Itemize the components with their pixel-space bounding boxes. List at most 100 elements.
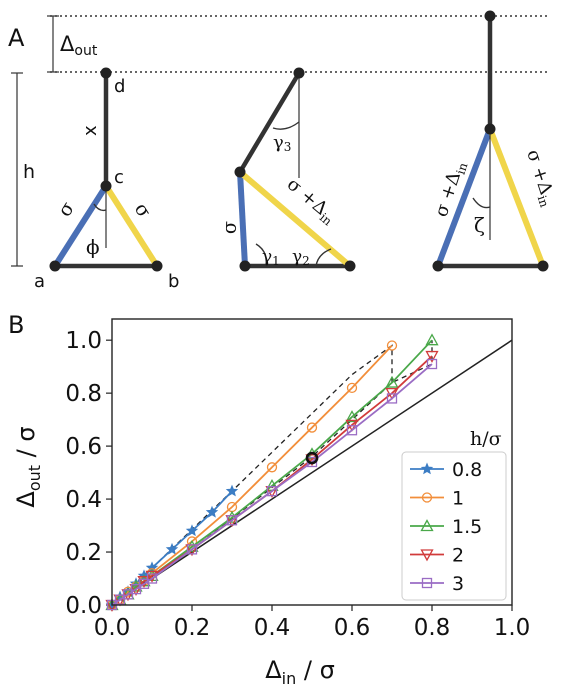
y-tick-label: 1.0 bbox=[65, 328, 102, 354]
node-a-label: a bbox=[34, 271, 45, 292]
blue-link bbox=[237, 171, 248, 267]
data-point-star bbox=[205, 505, 219, 518]
x-tick-label: 0.2 bbox=[174, 615, 211, 641]
data-point-triangle bbox=[185, 539, 199, 552]
joint-c bbox=[484, 123, 496, 135]
legend-label: 0.8 bbox=[452, 459, 482, 481]
sigma-left-label: σ bbox=[54, 198, 80, 221]
data-point-circle bbox=[306, 422, 318, 433]
y-tick-label: 0.0 bbox=[65, 593, 102, 619]
zeta-label: ζ bbox=[474, 213, 485, 237]
series-line bbox=[111, 363, 433, 606]
yellow-link bbox=[103, 184, 160, 268]
config-2: γ3 γ1 γ2 σ σ +Δin bbox=[219, 67, 356, 272]
data-point-star bbox=[185, 524, 199, 537]
data-point-square bbox=[114, 594, 126, 605]
gamma1-label: γ1 bbox=[262, 247, 280, 268]
legend-box bbox=[401, 451, 507, 601]
x-tick-label: 0.0 bbox=[94, 615, 131, 641]
data-point-triangle bbox=[345, 410, 359, 423]
gamma3-arc bbox=[272, 121, 300, 130]
x-tick-label: 0.4 bbox=[254, 615, 291, 641]
y-tick-label: 0.4 bbox=[65, 487, 102, 513]
yellow-link bbox=[238, 169, 352, 269]
series-1 bbox=[106, 340, 398, 611]
y-tick-label: 0.2 bbox=[65, 540, 102, 566]
data-point-triangle bbox=[420, 519, 434, 532]
dashed-guide bbox=[111, 340, 433, 606]
data-point-square bbox=[146, 573, 158, 584]
node-c-label: c bbox=[114, 167, 124, 188]
sigma-right-label: σ bbox=[130, 199, 156, 222]
series-3 bbox=[106, 358, 438, 611]
sigma-plus-delta-label: σ +Δin bbox=[282, 174, 341, 229]
yellow-link bbox=[487, 127, 546, 268]
x-label: x bbox=[80, 125, 101, 136]
delta-out-bracket bbox=[47, 15, 59, 73]
data-point-square bbox=[130, 583, 142, 595]
legend-label: 1 bbox=[452, 488, 464, 510]
x-axis-label: Δin / σ bbox=[265, 656, 335, 688]
legend-entry: 1 bbox=[410, 488, 464, 510]
h-bracket bbox=[11, 72, 23, 267]
data-point-star bbox=[165, 542, 179, 555]
plot-area bbox=[105, 333, 513, 612]
data-point-square bbox=[226, 515, 238, 526]
joint-a bbox=[239, 260, 251, 272]
y-tick-label: 0.8 bbox=[65, 381, 102, 407]
delta-out-label: Δout bbox=[60, 32, 98, 59]
phi-label: ϕ bbox=[86, 235, 100, 259]
h-label: h bbox=[23, 161, 35, 183]
gamma2-arc bbox=[315, 248, 332, 267]
legend: 0.8 1 1.5 2 3 bbox=[410, 459, 482, 595]
data-point-star bbox=[420, 462, 434, 475]
x-tick-label: 0.8 bbox=[414, 615, 451, 641]
axis-ticks: 0.0 0.2 0.4 0.6 0.8 1.0 0.0 0.2 0.4 0.6 0.8 1.0 bbox=[65, 328, 530, 641]
joint-b bbox=[537, 260, 549, 272]
legend-label: 3 bbox=[452, 573, 464, 595]
chart: 0.0 0.2 0.4 0.6 0.8 1.0 0.0 0.2 0.4 0.6 0.8 1.0 bbox=[65, 318, 530, 641]
panel-b-label: B bbox=[8, 311, 24, 339]
y-axis-label: Δout / σ bbox=[12, 426, 44, 507]
data-point-square bbox=[346, 425, 358, 436]
series-line bbox=[111, 344, 393, 606]
joint-d bbox=[293, 67, 305, 79]
joint-a bbox=[432, 260, 444, 272]
data-point-circle bbox=[421, 492, 433, 503]
tilted-rod bbox=[238, 71, 301, 174]
x-tick-label: 0.6 bbox=[334, 615, 371, 641]
legend-label: 2 bbox=[452, 545, 464, 567]
blue-link bbox=[435, 127, 493, 268]
zeta-arc bbox=[472, 197, 491, 209]
joint-d bbox=[100, 67, 112, 79]
data-point-square bbox=[138, 578, 150, 589]
joint-a bbox=[49, 260, 61, 272]
highlight-point bbox=[305, 451, 319, 465]
joint-b bbox=[344, 260, 356, 272]
joint-d bbox=[484, 10, 496, 22]
panel-a-label: A bbox=[8, 24, 25, 52]
data-point-triangle bbox=[425, 333, 439, 346]
data-point-circle bbox=[346, 382, 358, 394]
config-3: ζ σ +Δin σ +Δin bbox=[431, 10, 556, 272]
data-point-square bbox=[421, 577, 433, 589]
panel-b: B 0.0 0.2 0.4 0.6 0.8 1.0 0.0 0.2 0.4 0.6 0.8 1.0 Δ… bbox=[8, 311, 530, 688]
data-point-square bbox=[426, 358, 438, 370]
legend-entry: 0.8 bbox=[410, 459, 482, 481]
plot-frame bbox=[111, 318, 513, 606]
gamma3-label: γ3 bbox=[273, 132, 291, 154]
legend-entry: 2 bbox=[410, 545, 464, 567]
blue-link bbox=[52, 184, 109, 268]
series-line bbox=[111, 339, 433, 606]
node-d-label: d bbox=[114, 76, 125, 97]
joint-c bbox=[100, 180, 112, 192]
legend-entry: 1.5 bbox=[410, 516, 482, 538]
legend-title: h/σ bbox=[470, 428, 502, 450]
y-tick-label: 0.6 bbox=[65, 434, 102, 460]
joint-c bbox=[234, 166, 246, 178]
joint-b bbox=[151, 260, 163, 272]
gamma1-arc bbox=[255, 243, 267, 267]
data-point-triangle bbox=[385, 375, 399, 388]
data-point-square bbox=[122, 589, 134, 600]
